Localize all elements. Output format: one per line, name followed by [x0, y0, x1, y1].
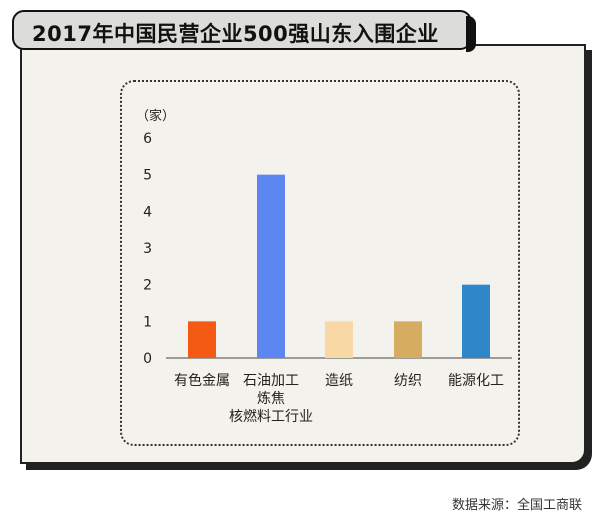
- y-tick-label: 3: [143, 241, 152, 257]
- bar: [394, 321, 422, 358]
- y-tick-label: 4: [143, 204, 152, 220]
- x-tick-label: 能源化工: [448, 373, 504, 389]
- x-tick-label: 纺织: [394, 373, 422, 389]
- y-tick-label: 0: [143, 351, 152, 367]
- bar: [257, 174, 285, 358]
- y-tick-label: 1: [143, 314, 152, 330]
- data-source: 数据来源：全国工商联: [451, 498, 582, 513]
- y-axis-unit-label: （家）: [136, 108, 175, 124]
- x-tick-label: 造纸: [325, 373, 353, 389]
- x-tick-label: 有色金属: [174, 372, 230, 389]
- title-bar: 2017年中国民营企业500强山东入围企业: [12, 10, 476, 52]
- x-tick-label: 核燃料工行业: [229, 408, 313, 425]
- x-tick-label: 炼焦: [257, 391, 285, 407]
- bar: [188, 321, 216, 358]
- bar: [325, 321, 353, 358]
- chart-panel: [20, 44, 586, 464]
- y-tick-label: 5: [143, 168, 152, 184]
- y-tick-label: 2: [143, 278, 152, 294]
- chart-title: 2017年中国民营企业500强山东入围企业: [32, 22, 439, 46]
- bar: [462, 284, 490, 358]
- x-tick-label: 石油加工: [243, 373, 299, 389]
- y-tick-label: 6: [143, 131, 152, 147]
- chart-frame: [120, 80, 520, 446]
